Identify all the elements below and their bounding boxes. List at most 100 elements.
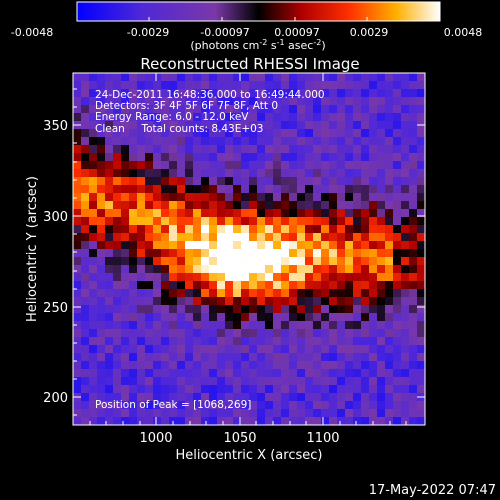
heatmap-cell [305,73,314,82]
heatmap-cell [345,193,354,202]
heatmap-cell [305,129,314,138]
heatmap-cell [257,241,266,250]
heatmap-cell [345,233,354,242]
heatmap-cell [337,273,346,282]
heatmap-cell [209,145,218,154]
heatmap-cell [97,297,106,306]
heatmap-cell [265,313,274,322]
heatmap-cell [265,193,274,202]
heatmap-cell [417,89,425,98]
heatmap-cell [273,401,282,410]
heatmap-cell [81,129,90,138]
heatmap-cell [337,401,346,410]
heatmap-cell [417,217,425,226]
heatmap-cell [369,385,378,394]
heatmap-cell [129,73,138,82]
heatmap-cell [305,409,314,418]
heatmap-cell [129,201,138,210]
heatmap-cell [177,97,186,106]
heatmap-cell [73,345,82,354]
heatmap-cell [113,185,122,194]
heatmap-cell [249,369,258,378]
heatmap-cell [89,289,98,298]
heatmap-cell [201,353,210,362]
heatmap-cell [153,257,162,266]
heatmap-cell [89,177,98,186]
heatmap-cell [401,177,410,186]
heatmap-cell [401,321,410,330]
heatmap-cell [161,377,170,386]
heatmap-cell [377,113,386,122]
heatmap-cell [353,313,362,322]
heatmap-cell [353,361,362,370]
heatmap-cell [113,337,122,346]
heatmap-cell [113,249,122,258]
heatmap-cell [401,209,410,218]
heatmap-cell [273,129,282,138]
heatmap-cell [145,169,154,178]
heatmap-cell [289,289,298,298]
heatmap-cell [369,201,378,210]
heatmap-cell [89,321,98,330]
heatmap-cell [369,169,378,178]
heatmap-cell [361,137,370,146]
heatmap-cell [209,249,218,258]
heatmap-cell [385,209,394,218]
heatmap-cell [185,385,194,394]
heatmap-cell [121,249,130,258]
heatmap-cell [401,169,410,178]
heatmap-cell [209,305,218,314]
heatmap-cell [81,89,90,98]
heatmap-cell [313,321,322,330]
heatmap-cell [385,305,394,314]
heatmap-cell [225,121,234,130]
heatmap-cell [401,353,410,362]
heatmap-cell [345,273,354,282]
heatmap-cell [417,361,425,370]
heatmap-cell [257,337,266,346]
heatmap-cell [417,409,425,418]
heatmap-cell [145,185,154,194]
heatmap-cell [345,73,354,82]
heatmap-cell [137,377,146,386]
heatmap-cell [393,329,402,338]
heatmap-cell [361,209,370,218]
heatmap-cell [241,329,250,338]
heatmap-cell [393,409,402,418]
heatmap-cell [345,257,354,266]
heatmap-cell [329,345,338,354]
heatmap-cell [321,337,330,346]
heatmap-cell [153,161,162,170]
heatmap-cell [417,105,425,114]
heatmap-cell [185,401,194,410]
heatmap-cell [169,265,178,274]
heatmap-cell [169,393,178,402]
heatmap-cell [409,289,418,298]
heatmap-cell [201,313,210,322]
heatmap-cell [401,129,410,138]
heatmap-cell [153,193,162,202]
heatmap-cell [249,249,258,258]
heatmap-cell [353,385,362,394]
heatmap-cell [377,289,386,298]
heatmap-cell [313,209,322,218]
heatmap-cell [297,241,306,250]
heatmap-cell [153,121,162,130]
heatmap-cell [233,217,242,226]
heatmap-cell [417,273,425,282]
heatmap-cell [177,249,186,258]
heatmap-cell [329,329,338,338]
heatmap-cell [385,185,394,194]
heatmap-cell [145,73,154,82]
heatmap-cell [305,281,314,290]
heatmap-cell [369,121,378,130]
heatmap-cell [361,129,370,138]
heatmap-cell [377,161,386,170]
heatmap-cell [201,321,210,330]
heatmap-cell [113,193,122,202]
heatmap-cell [417,209,425,218]
heatmap-cell [409,353,418,362]
heatmap-cell [105,193,114,202]
heatmap-cell [297,305,306,314]
heatmap-cell [161,353,170,362]
